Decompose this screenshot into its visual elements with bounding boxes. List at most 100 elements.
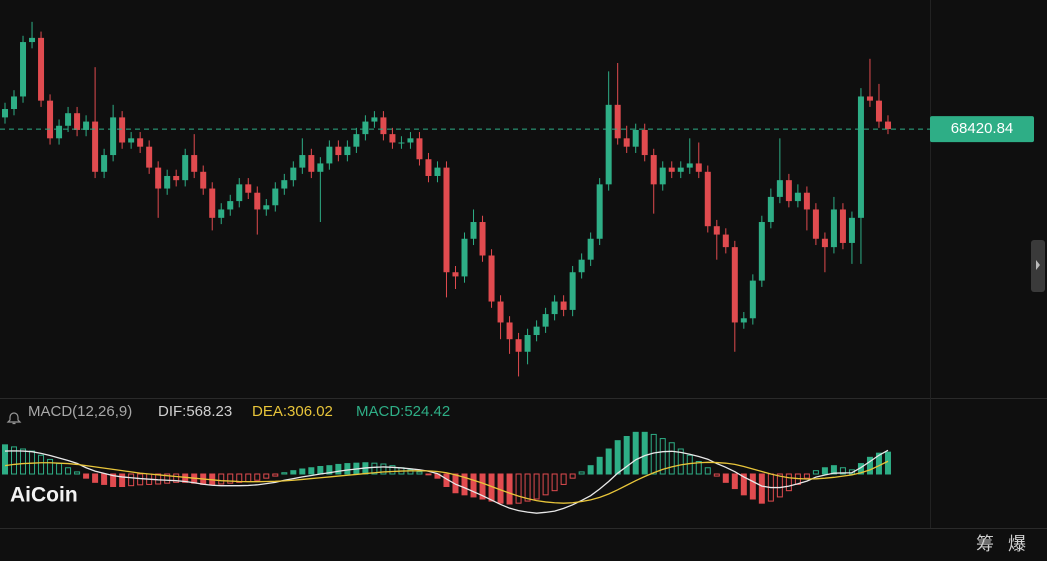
candle-body (263, 205, 270, 210)
candle-body (407, 138, 414, 143)
side-tab-arrow (1036, 260, 1040, 270)
macd-bar (812, 470, 819, 475)
candle-body (461, 238, 468, 277)
macd-bar (542, 473, 549, 496)
burst-button[interactable]: 爆 (1008, 534, 1026, 554)
candle-body (92, 121, 99, 172)
candle-body (641, 129, 648, 156)
candle-body (524, 335, 531, 352)
candle-body (632, 129, 639, 147)
macd-bar (884, 451, 891, 475)
alert-icon[interactable] (6, 412, 22, 425)
candle-body (425, 159, 432, 176)
candle-body (101, 155, 108, 172)
candle-body (749, 280, 756, 319)
macd-bar (11, 446, 18, 475)
macd-bar (407, 469, 414, 475)
macd-bar (803, 473, 810, 479)
macd-bar (173, 473, 180, 483)
candle-body (182, 155, 189, 181)
candle-body (470, 222, 477, 239)
candle-body (488, 255, 495, 302)
candle-body (776, 180, 783, 197)
candle-body (371, 117, 378, 122)
candle-body (398, 142, 405, 144)
macd-bar (218, 473, 225, 485)
macd-bar (839, 467, 846, 475)
macd-bar (74, 471, 81, 475)
candle-body (56, 125, 63, 139)
candle-body (695, 163, 702, 172)
candle-body (623, 138, 630, 147)
macd-bar (533, 473, 540, 500)
macd-bar (830, 465, 837, 475)
candle-body (362, 121, 369, 135)
candle-body (227, 201, 234, 210)
candle-body (839, 209, 846, 243)
macd-bar (551, 473, 558, 492)
candle-body (299, 155, 306, 168)
macd-bar (875, 452, 882, 475)
macd-bar (344, 463, 351, 475)
candle-body (794, 192, 801, 202)
macd-bar (821, 467, 828, 475)
candle-body (434, 167, 441, 176)
macd-bar (110, 473, 117, 487)
candle-body (614, 104, 621, 139)
macd-bar (227, 473, 234, 484)
macd-bar (614, 440, 621, 475)
macd-bar (236, 473, 243, 483)
candle-body (281, 180, 288, 189)
candle-body (218, 209, 225, 218)
macd-bar (281, 472, 288, 475)
dea-line (4, 460, 889, 504)
candle-body (686, 163, 693, 168)
macd-bar (308, 467, 315, 475)
candle-body (848, 217, 855, 243)
candle-body (821, 238, 828, 248)
macd-bar (425, 473, 432, 476)
macd-bar (254, 473, 261, 481)
macd-bar (290, 470, 297, 475)
candle-body (83, 121, 90, 130)
macd-bar (164, 473, 171, 484)
last-price-tag (930, 116, 1034, 143)
macd-bar (335, 463, 342, 475)
macd-bar (758, 473, 765, 504)
candle-body (587, 238, 594, 260)
candle-body (605, 104, 612, 185)
macd-bar (416, 471, 423, 475)
candle-body (254, 192, 261, 210)
legend-macd: MACD:524.42 (356, 403, 450, 420)
macd-bar (326, 465, 333, 475)
macd-bar (506, 473, 513, 505)
candle-body (335, 146, 342, 156)
candle-body (884, 121, 891, 130)
chip-button[interactable]: 筹 (976, 534, 994, 554)
candle-body (173, 175, 180, 181)
macd-bar (686, 454, 693, 475)
macd-bar (380, 463, 387, 475)
macd-bar (740, 473, 747, 496)
candle-body (515, 339, 522, 352)
marks (0, 21, 930, 514)
macd-bar (47, 458, 54, 475)
candle-body (542, 314, 549, 327)
candle-body (110, 117, 117, 156)
candle-body (236, 184, 243, 202)
macd-bar (83, 473, 90, 479)
macd-bar (461, 473, 468, 496)
candle-body (209, 188, 216, 218)
candle-body (713, 226, 720, 235)
macd-bar (101, 473, 108, 485)
candle-body (767, 196, 774, 223)
macd-bar (479, 473, 486, 500)
candle-body (812, 209, 819, 239)
candle-body (758, 222, 765, 281)
macd-bar (722, 473, 729, 483)
macd-bar (578, 471, 585, 475)
macd-bar (2, 444, 8, 475)
candle-body (20, 42, 27, 97)
candle-body (497, 301, 504, 323)
candle-body (38, 37, 45, 101)
